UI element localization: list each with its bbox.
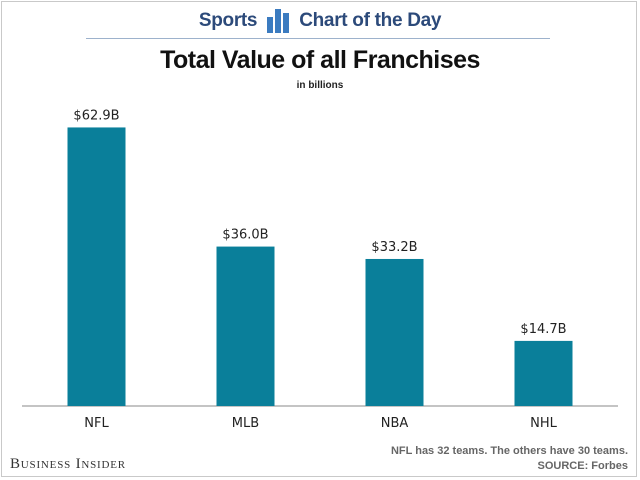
header-chart-of-the-day-label: Chart of the Day [299,10,442,31]
bar-nba [365,258,424,406]
footnote: NFL has 32 teams. The others have 30 tea… [391,444,628,474]
bar-nhl [514,340,573,406]
footnote-source: SOURCE: Forbes [537,460,628,472]
x-tick-label-nfl: NFL [84,416,109,431]
x-tick-label-mlb: MLB [232,416,259,431]
business-insider-logo: Business Insider [10,456,126,472]
chart-title: Total Value of all Franchises [160,46,480,74]
data-label-nhl: $14.7B [520,322,566,337]
footnote-teams-note: NFL has 32 teams. The others have 30 tea… [390,445,628,457]
data-label-nba: $33.2B [371,240,417,255]
header: Sports Chart of the Day [0,4,640,38]
header-divider [86,38,550,39]
header-sports-label: Sports [198,10,258,31]
bar-mlb [216,246,275,406]
bar-nfl [67,127,126,406]
data-label-nfl: $62.9B [73,108,119,123]
data-label-mlb: $36.0B [222,228,268,243]
x-tick-label-nba: NBA [381,416,409,431]
bar-chart-icon [267,9,290,33]
chart-subtitle: in billions [296,80,344,91]
x-tick-label-nhl: NHL [530,416,558,431]
